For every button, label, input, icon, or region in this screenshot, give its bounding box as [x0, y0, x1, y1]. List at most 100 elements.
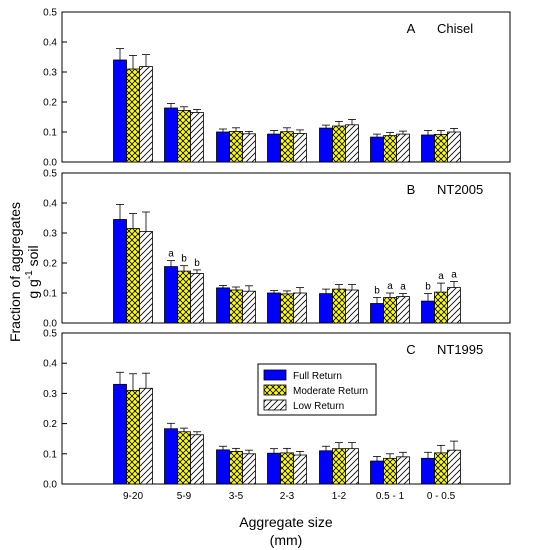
bar-low-return — [447, 449, 461, 485]
bar-full-return — [267, 292, 281, 324]
x-axis-title: Aggregate size — [239, 514, 333, 530]
y-axis-title: Fraction of aggregates — [7, 202, 23, 342]
y-tick-label: 0.0 — [43, 319, 57, 330]
panel-letter: A — [407, 21, 416, 36]
significance-letter: b — [194, 258, 200, 269]
x-tick-label: 9-20 — [123, 491, 143, 502]
bar-full-return — [113, 219, 127, 324]
x-tick-label: 2-3 — [280, 491, 295, 502]
bar-moderate-return — [383, 297, 397, 324]
y-tick-label: 0.5 — [43, 8, 57, 19]
y-tick-label: 0.3 — [43, 68, 57, 79]
y-tick-label: 0.5 — [43, 329, 57, 340]
y-axis-units-tail: soil — [25, 245, 41, 270]
bar-full-return — [370, 303, 384, 324]
bar-low-return — [293, 454, 307, 485]
bar-low-return — [396, 456, 410, 485]
bar-low-return — [396, 296, 410, 324]
y-tick-label: 0.2 — [43, 259, 57, 270]
y-tick-label: 0.2 — [43, 419, 57, 430]
panel-a: 0.0 0.1 0.2 0.3 0.4 0.5 A Chisel — [43, 8, 511, 169]
bar-moderate-return — [280, 293, 294, 324]
bar-low-return — [396, 133, 410, 163]
bar-moderate-return — [177, 270, 191, 324]
bar-moderate-return — [177, 431, 191, 485]
legend-label-low-return: Low Return — [293, 401, 344, 412]
bar-low-return — [190, 273, 204, 324]
panel-name: Chisel — [437, 21, 473, 36]
bar-full-return — [421, 300, 435, 324]
y-axis-units-sup: -1 — [24, 270, 35, 279]
panels: 0.0 0.1 0.2 0.3 0.4 0.5 A Chisel 0.0 0.1 0.2 0.3 0.4… — [43, 8, 511, 502]
y-tick-label: 0.4 — [43, 359, 57, 370]
bar-moderate-return — [229, 130, 243, 163]
y-tick-label: 0.3 — [43, 229, 57, 240]
bar-low-return — [242, 133, 256, 163]
panel-letter: B — [407, 182, 416, 197]
bar-moderate-return — [229, 450, 243, 485]
y-tick-label: 0.1 — [43, 449, 57, 460]
y-tick-label: 0.4 — [43, 38, 57, 49]
y-tick-label: 0.5 — [43, 169, 57, 180]
y-tick-label: 0.0 — [43, 480, 57, 491]
significance-letter: a — [168, 249, 174, 260]
x-axis-units: (mm) — [270, 532, 303, 548]
bar-full-return — [216, 449, 230, 485]
bar-low-return — [139, 66, 153, 163]
y-axis-units: g g-1 soil — [24, 245, 41, 298]
bar-full-return — [370, 136, 384, 163]
y-tick-label: 0.0 — [43, 158, 57, 169]
bar-full-return — [113, 59, 127, 163]
x-tick-label: 5-9 — [177, 491, 192, 502]
bar-full-return — [319, 450, 333, 485]
legend-swatch-moderate-return — [263, 384, 287, 396]
bar-low-return — [447, 287, 461, 324]
bar-full-return — [370, 460, 384, 485]
x-tick-label: 1-2 — [332, 491, 347, 502]
bar-full-return — [421, 134, 435, 163]
y-axis-units-main: g g — [25, 279, 41, 298]
y-tick-label: 0.2 — [43, 98, 57, 109]
bar-moderate-return — [383, 457, 397, 485]
legend-label-full-return: Full Return — [293, 371, 342, 382]
y-tick-label: 0.4 — [43, 199, 57, 210]
significance-letter: b — [374, 286, 380, 297]
bar-moderate-return — [126, 68, 140, 163]
bar-full-return — [164, 107, 178, 163]
bar-full-return — [267, 133, 281, 163]
bar-low-return — [345, 289, 359, 324]
y-tick-label: 0.1 — [43, 128, 57, 139]
bar-low-return — [345, 124, 359, 163]
panel-name: NT1995 — [437, 342, 483, 357]
bar-full-return — [164, 266, 178, 324]
bar-full-return — [216, 131, 230, 163]
bar-full-return — [267, 452, 281, 485]
x-tick-label: 3-5 — [229, 491, 244, 502]
y-tick-label: 0.1 — [43, 289, 57, 300]
panel-letter: C — [406, 342, 415, 357]
bar-moderate-return — [126, 228, 140, 324]
bar-moderate-return — [332, 288, 346, 324]
bar-low-return — [139, 231, 153, 324]
legend-label-moderate-return: Moderate Return — [293, 386, 368, 397]
significance-letter: b — [425, 282, 431, 293]
significance-letter: a — [438, 271, 444, 282]
bar-low-return — [190, 434, 204, 485]
bar-moderate-return — [126, 389, 140, 485]
bar-moderate-return — [229, 289, 243, 324]
x-tick-label: 0 - 0.5 — [427, 491, 456, 502]
bar-low-return — [190, 112, 204, 163]
significance-letter: a — [400, 282, 406, 293]
panel-name: NT2005 — [437, 182, 483, 197]
bar-low-return — [242, 453, 256, 485]
y-tick-label: 0.3 — [43, 389, 57, 400]
x-tick-label: 0.5 - 1 — [376, 491, 405, 502]
bar-low-return — [139, 387, 153, 485]
bar-full-return — [113, 383, 127, 485]
bar-moderate-return — [434, 291, 448, 324]
bar-moderate-return — [177, 110, 191, 163]
bar-moderate-return — [434, 133, 448, 163]
bar-moderate-return — [332, 125, 346, 163]
bar-full-return — [319, 293, 333, 324]
